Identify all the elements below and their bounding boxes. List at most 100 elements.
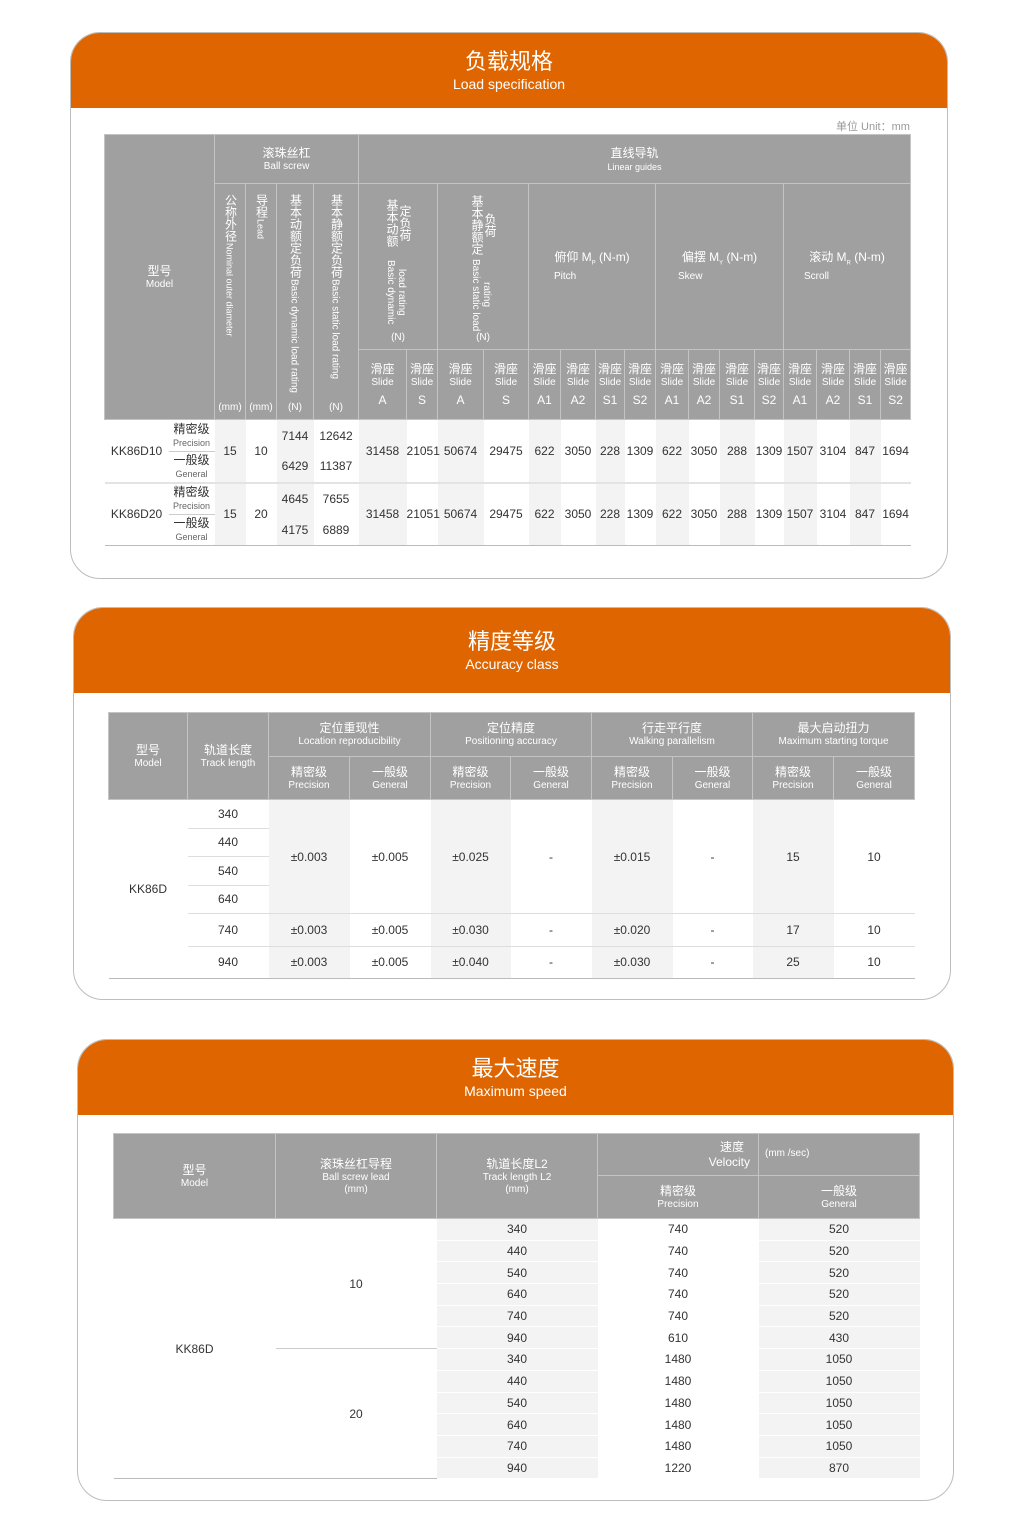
precision-speed-cell: 1480 [597, 1348, 759, 1371]
dynamic-load-cell: 4645 [276, 482, 314, 514]
header-precision: 精密级 Precision [591, 756, 673, 800]
header-model: 型号 Model [108, 712, 188, 800]
accuracy-value-cell: ±0.015 [591, 799, 673, 914]
table-row: 20 340 1480 1050 [114, 1348, 920, 1479]
general-speed-cell: 430 [758, 1326, 920, 1350]
slide-zh: 滑座 [853, 361, 878, 376]
precision-zh: 精密级 [613, 764, 650, 779]
header-slide-0: 滑座 Slide A [358, 349, 408, 420]
header-model: 型号 Model [113, 1133, 276, 1219]
header-general: 一般级 General [349, 756, 431, 800]
slide-code: A2 [696, 392, 712, 407]
header-model: 型号 Model [104, 134, 215, 420]
table-row: 540 1480 1050 [114, 1391, 920, 1415]
slide-en: Slide [788, 376, 812, 388]
track-length-cell: 540 [187, 856, 269, 885]
slide-code: S1 [857, 392, 873, 407]
slide-zh: 滑座 [448, 361, 473, 376]
accuracy-value-cell: ±0.003 [268, 913, 350, 946]
grade-en: General [175, 532, 208, 543]
general-en: General [533, 779, 569, 791]
table-row: 640 [109, 884, 915, 914]
guide-value-cell: 31458 [358, 482, 407, 546]
static-load-cell: 12642 [319, 428, 353, 443]
slide-zh: 滑座 [566, 361, 591, 376]
accuracy-value-cell: ±0.003 [268, 799, 350, 914]
static-load-cell: 11387 [319, 459, 353, 474]
track-length-cell: 640 [187, 884, 269, 914]
guide-value-cell: 1694 [882, 507, 909, 522]
guide-value-cell: 29475 [489, 507, 523, 522]
dynamic-load-cell: 6429 [276, 451, 314, 483]
accuracy-value-cell: 10 [867, 849, 881, 864]
header-slide-5: 滑座 Slide A2 [560, 349, 597, 420]
slide-en: Slide [410, 376, 434, 388]
accuracy-table: 型号 Model 轨道长度 Track length 定位重现性 Location r… [108, 712, 916, 979]
accuracy-value-cell: - [710, 849, 715, 864]
track-length-cell: 640 [436, 1413, 598, 1436]
guide-value-cell: 847 [849, 419, 881, 483]
precision-en: Precision [449, 779, 492, 791]
slide-en: Slide [449, 376, 472, 388]
precision-speed-cell: 740 [597, 1283, 759, 1306]
header-slide-14: 滑座 Slide S1 [849, 349, 882, 420]
dynamic-load-cell: 7144 [276, 419, 314, 451]
general-en: General [372, 779, 408, 791]
header-linear-guides: 直线导轨 Linear guides [358, 134, 912, 184]
static-load-cell: 7655 [322, 491, 350, 506]
guide-value-cell: 21051 [406, 507, 440, 522]
guide-value-cell: 1309 [755, 443, 783, 458]
table-row: 540 740 520 [114, 1261, 920, 1285]
track-length-cell: 440 [436, 1239, 598, 1263]
general-zh: 一般级 [371, 764, 408, 779]
general-zh: 一般级 [532, 764, 569, 779]
header-general: 一般级 General [758, 1175, 920, 1219]
slide-code: A1 [664, 392, 680, 407]
general-speed-cell: 520 [758, 1304, 920, 1328]
guide-value-cell: 3050 [564, 443, 592, 458]
slide-code: S2 [888, 392, 903, 407]
precision-zh: 精密级 [290, 764, 327, 779]
precision-speed-cell: 1220 [597, 1456, 759, 1480]
static-load-cell: 6889 [322, 522, 350, 537]
header-positioning-accuracy: 定位精度 Positioning accuracy [430, 712, 592, 757]
section-title: 负载规格 [464, 48, 553, 74]
header-slide-2: 滑座 Slide A [437, 349, 485, 420]
track-length-cell: 740 [436, 1434, 598, 1458]
header-slide-15: 滑座 Slide S2 [880, 349, 912, 420]
guide-value-cell: 622 [528, 482, 561, 546]
slide-zh: 滑座 [532, 361, 557, 376]
precision-speed-cell: 740 [597, 1304, 759, 1328]
guide-value-cell: 3050 [564, 507, 592, 522]
track-length-cell: 340 [436, 1218, 598, 1241]
grade-en: Precision [172, 437, 210, 448]
general-zh: 一般级 [694, 764, 731, 779]
slide-zh: 滑座 [883, 361, 908, 376]
header-track-length: 轨道长度 Track length [187, 712, 269, 800]
header-diameter: 公称外径 Nominal outer diameter (mm) [214, 183, 246, 420]
slide-en: Slide [533, 376, 556, 388]
slide-zh: 滑座 [370, 361, 395, 376]
model-cell: KK86D [128, 882, 168, 896]
general-speed-cell: 520 [758, 1283, 920, 1306]
general-speed-cell: 1050 [758, 1348, 920, 1371]
header-slide-10: 滑座 Slide S1 [719, 349, 756, 420]
general-speed-cell: 1050 [758, 1369, 920, 1393]
slide-code: S2 [761, 392, 777, 407]
grade-cell: 精密级 Precision [169, 483, 215, 515]
accuracy-value-cell: - [549, 849, 553, 864]
accuracy-value-cell: ±0.005 [349, 913, 431, 946]
general-speed-cell: 1050 [758, 1434, 920, 1458]
header-precision: 精密级 Precision [752, 756, 834, 800]
accuracy-value-cell: ±0.040 [430, 945, 511, 979]
table-row: KK86D 340 ±0.003 ±0.005 ±0.025 - ±0.015 - 15 10 [109, 799, 915, 914]
table-row: KK86D10 精密级 Precision 15 10 7144 12642 31458 210… [105, 419, 911, 483]
guide-value-cell: 1309 [755, 507, 783, 522]
precision-en: Precision [288, 779, 330, 791]
accuracy-value-cell: ±0.020 [591, 913, 673, 946]
table-row: 640 740 520 [114, 1283, 920, 1306]
guide-value-cell: 622 [655, 419, 689, 483]
header-slide-3: 滑座 Slide S [483, 349, 530, 420]
slide-code: S2 [632, 392, 648, 407]
slide-code: A1 [792, 392, 808, 407]
